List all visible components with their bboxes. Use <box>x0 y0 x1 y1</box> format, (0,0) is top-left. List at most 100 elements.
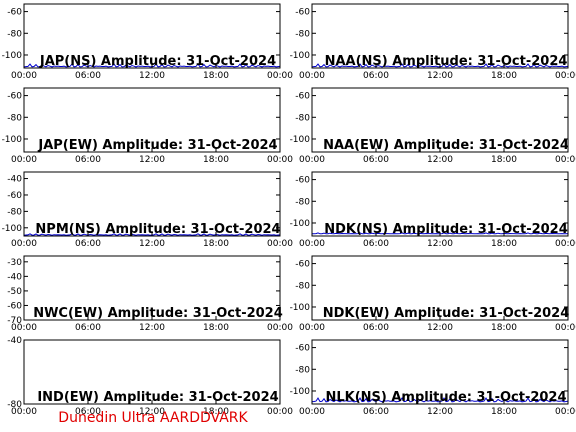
x-tick-label: 12:00 <box>427 407 453 417</box>
y-tick-label: -80 <box>7 29 22 39</box>
y-tick-label: -100 <box>290 303 311 313</box>
x-tick-label: 00:00 <box>555 407 576 417</box>
y-tick-label: -100 <box>290 387 311 397</box>
x-tick-label: 00:00 <box>267 71 293 81</box>
y-tick-label: -60 <box>7 8 22 18</box>
panel-naa-ew: -60 -80 -100 00:00 06:00 12:00 18:00 00:00 NAA(E… <box>290 87 576 165</box>
y-tick-label: -80 <box>295 197 310 207</box>
x-tick-label: 00:00 <box>267 155 293 165</box>
panel-nlk-ns: -60-80-10000:0006:0012:0018:0000:00NLK(N… <box>290 339 576 417</box>
panel-title: NAA(NS) Amplitude: 31-Oct-2024 <box>325 54 568 69</box>
y-tick-label: -40 <box>7 272 22 282</box>
credit-label: Dunedin Ultra AARDDVARK <box>58 410 248 426</box>
y-tick-label: -80 <box>7 400 22 410</box>
x-tick-label: 12:00 <box>139 155 165 165</box>
x-tick-label: 06:00 <box>75 71 101 81</box>
x-tick-label: 12:00 <box>139 323 165 333</box>
x-tick-label: 00:00 <box>11 71 37 81</box>
x-tick-label: 06:00 <box>363 407 389 417</box>
panel-ndk-ew: -60 -80 -100 00:00 06:00 12:00 18:00 00:00 NDK(E… <box>290 255 576 333</box>
x-tick-label: 06:00 <box>75 407 101 417</box>
x-tick-label: 00:00 <box>299 323 325 333</box>
x-tick-label: 00:00 <box>11 239 37 249</box>
x-tick-label: 18:00 <box>491 407 517 417</box>
x-tick-label: 06:00 <box>75 239 101 249</box>
y-tick-label: -50 <box>7 287 22 297</box>
y-tick-label: -80 <box>295 113 310 123</box>
y-tick-label: -100 <box>2 224 23 234</box>
x-tick-label: 00:00 <box>555 323 576 333</box>
x-tick-label: 00:00 <box>11 407 37 417</box>
y-tick-label: -100 <box>2 51 23 61</box>
y-tick-label: -80 <box>295 29 310 39</box>
panel-title: NDK(NS) Amplitude: 31-Oct-2024 <box>324 222 568 237</box>
x-tick-label: 00:00 <box>267 239 293 249</box>
x-tick-label: 06:00 <box>363 239 389 249</box>
x-tick-label: 12:00 <box>427 323 453 333</box>
x-tick-label: 18:00 <box>203 407 229 417</box>
panel-title: NPM(NS) Amplitude: 31-Oct-2024 <box>35 222 280 237</box>
x-tick-label: 18:00 <box>203 155 229 165</box>
y-tick-label: -60 <box>295 344 310 354</box>
x-tick-label: 18:00 <box>203 71 229 81</box>
panel-title: NWC(EW) Amplitude: 31-Oct-2024 <box>33 306 283 321</box>
y-tick-label: -100 <box>2 135 23 145</box>
x-tick-label: 06:00 <box>75 155 101 165</box>
x-tick-label: 12:00 <box>139 407 165 417</box>
x-tick-label: 06:00 <box>363 71 389 81</box>
y-tick-label: -100 <box>290 135 311 145</box>
y-tick-label: -30 <box>7 258 22 268</box>
y-tick-label: -60 <box>295 8 310 18</box>
x-tick-label: 00:00 <box>267 323 293 333</box>
panel-naa-ns: -60-80-10000:0006:0012:0018:0000:00NAA(N… <box>290 3 576 81</box>
x-tick-label: 00:00 <box>11 155 37 165</box>
panel-title: IND(EW) Amplitude: 31-Oct-2024 <box>37 390 278 405</box>
x-tick-label: 00:00 <box>299 239 325 249</box>
x-tick-label: 00:00 <box>299 155 325 165</box>
y-tick-label: -60 <box>7 301 22 311</box>
x-tick-label: 00:00 <box>267 407 293 417</box>
y-tick-label: -60 <box>295 260 310 270</box>
x-tick-label: 18:00 <box>491 239 517 249</box>
panel-npm-ns: -40 -60 -80 -100 00:00 06:00 12:00 18:00 00:00 NP… <box>2 171 293 249</box>
x-tick-label: 12:00 <box>427 71 453 81</box>
x-tick-label: 18:00 <box>491 155 517 165</box>
x-tick-label: 18:00 <box>491 71 517 81</box>
y-tick-label: -80 <box>295 365 310 375</box>
x-tick-label: 06:00 <box>363 155 389 165</box>
y-tick-label: -100 <box>290 219 311 229</box>
y-tick-label: -100 <box>290 51 311 61</box>
x-tick-label: 00:00 <box>555 239 576 249</box>
y-tick-label: -80 <box>7 207 22 217</box>
y-tick-label: -40 <box>7 175 22 185</box>
y-tick-label: -60 <box>7 92 22 102</box>
x-tick-label: 18:00 <box>491 323 517 333</box>
x-tick-label: 00:00 <box>555 71 576 81</box>
panel-title: NLK(NS) Amplitude: 31-Oct-2024 <box>325 390 566 405</box>
panel-title: JAP(NS) Amplitude: 31-Oct-2024 <box>39 54 276 69</box>
y-tick-label: -70 <box>7 316 22 326</box>
x-tick-label: 12:00 <box>427 155 453 165</box>
x-tick-label: 00:00 <box>299 407 325 417</box>
x-tick-label: 06:00 <box>75 323 101 333</box>
x-tick-label: 18:00 <box>203 239 229 249</box>
x-tick-label: 00:00 <box>555 155 576 165</box>
x-tick-label: 12:00 <box>427 239 453 249</box>
y-tick-label: -60 <box>295 176 310 186</box>
x-tick-label: 12:00 <box>139 239 165 249</box>
panel-ndk-ns: -60 -80 -100 00:00 06:00 12:00 18:00 00:00 NDK(N… <box>290 171 576 249</box>
y-tick-label: -40 <box>7 336 22 346</box>
y-tick-label: -80 <box>295 281 310 291</box>
x-tick-label: 12:00 <box>139 71 165 81</box>
panel-title: NAA(EW) Amplitude: 31-Oct-2024 <box>323 138 569 153</box>
x-tick-label: 06:00 <box>363 323 389 333</box>
x-tick-label: 00:00 <box>299 71 325 81</box>
x-tick-label: 00:00 <box>11 323 37 333</box>
panel-title: NDK(EW) Amplitude: 31-Oct-2024 <box>323 306 570 321</box>
y-tick-label: -80 <box>7 113 22 123</box>
